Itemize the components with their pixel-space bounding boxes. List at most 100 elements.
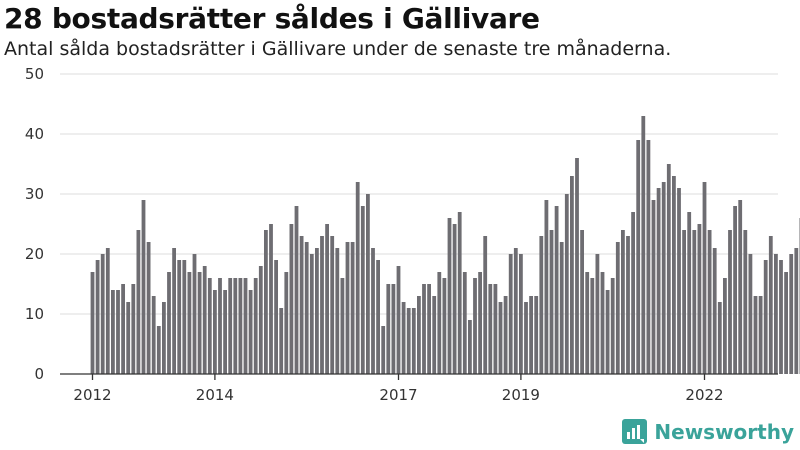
bar xyxy=(544,200,549,374)
bar xyxy=(325,224,329,374)
bar xyxy=(651,200,656,374)
bar xyxy=(228,278,233,374)
bar xyxy=(789,254,794,374)
bar xyxy=(621,230,625,374)
bar xyxy=(529,296,533,374)
bar xyxy=(748,254,753,374)
bar xyxy=(774,254,778,374)
newsworthy-brand: Newsworthy xyxy=(622,419,794,444)
bar xyxy=(422,284,426,374)
bar xyxy=(600,272,605,374)
bar xyxy=(539,236,544,374)
y-tick-label: 0 xyxy=(34,365,44,383)
bar xyxy=(498,302,503,374)
bar xyxy=(401,302,406,374)
bar xyxy=(717,302,722,374)
bar xyxy=(656,188,661,374)
bar xyxy=(202,266,207,374)
bar xyxy=(768,236,773,374)
bar xyxy=(733,206,737,374)
bar xyxy=(116,290,120,374)
y-axis-labels: 0 10 20 30 40 50 xyxy=(25,65,44,383)
bar xyxy=(100,254,105,374)
bar xyxy=(330,236,335,374)
bar xyxy=(299,236,304,374)
bar xyxy=(360,206,365,374)
bar xyxy=(411,308,416,374)
bar xyxy=(218,278,222,374)
bar xyxy=(743,230,748,374)
y-tick-label: 40 xyxy=(25,125,44,143)
y-tick-label: 30 xyxy=(25,185,44,203)
bar xyxy=(391,284,396,374)
bar xyxy=(779,260,783,374)
bar xyxy=(279,308,284,374)
bar xyxy=(233,278,238,374)
bar xyxy=(707,230,712,374)
bar xyxy=(371,248,375,374)
bar xyxy=(355,182,360,374)
bar xyxy=(437,272,442,374)
bar xyxy=(213,290,217,374)
bar xyxy=(473,278,477,374)
bar xyxy=(763,260,768,374)
bar xyxy=(712,248,717,374)
bar xyxy=(605,290,610,374)
bar xyxy=(376,260,380,374)
bars xyxy=(90,116,800,374)
bar xyxy=(554,206,559,374)
bar xyxy=(585,272,590,374)
bar xyxy=(197,272,202,374)
bar xyxy=(340,278,345,374)
bar xyxy=(427,284,431,374)
bar xyxy=(269,224,273,374)
bar xyxy=(702,182,707,374)
chart-subtitle: Antal sålda bostadsrätter i Gällivare un… xyxy=(4,38,672,60)
bar xyxy=(478,272,482,374)
bar xyxy=(524,302,528,374)
bar xyxy=(672,176,676,374)
bar xyxy=(508,254,513,374)
bar xyxy=(493,284,498,374)
bar xyxy=(289,224,294,374)
bar xyxy=(570,176,574,374)
y-tick-label: 20 xyxy=(25,245,44,263)
bar xyxy=(223,290,227,374)
bar xyxy=(575,158,579,374)
bar xyxy=(172,248,176,374)
bar xyxy=(677,188,681,374)
bar xyxy=(151,296,156,374)
bar xyxy=(549,230,554,374)
bar xyxy=(692,230,697,374)
bar xyxy=(794,248,799,374)
bar xyxy=(442,278,447,374)
bar xyxy=(386,284,391,374)
bar xyxy=(315,248,319,374)
bar xyxy=(462,272,467,374)
bar xyxy=(131,284,136,374)
brand-name: Newsworthy xyxy=(654,419,794,444)
bar xyxy=(320,236,324,374)
bar xyxy=(468,320,472,374)
bar xyxy=(564,194,569,374)
bar xyxy=(631,212,635,374)
bar xyxy=(432,296,437,374)
bar xyxy=(580,230,584,374)
bar xyxy=(728,230,732,374)
bar xyxy=(177,260,182,374)
bar xyxy=(595,254,600,374)
bar xyxy=(95,260,100,374)
bar xyxy=(503,296,508,374)
bar xyxy=(90,272,95,374)
bar xyxy=(483,236,488,374)
bar xyxy=(167,272,171,374)
bar xyxy=(559,242,564,374)
bar xyxy=(687,212,692,374)
x-tick-label: 2012 xyxy=(73,386,111,404)
bar xyxy=(758,296,763,374)
bar xyxy=(248,290,253,374)
bar xyxy=(111,290,115,374)
bar xyxy=(406,308,411,374)
bar xyxy=(753,296,758,374)
